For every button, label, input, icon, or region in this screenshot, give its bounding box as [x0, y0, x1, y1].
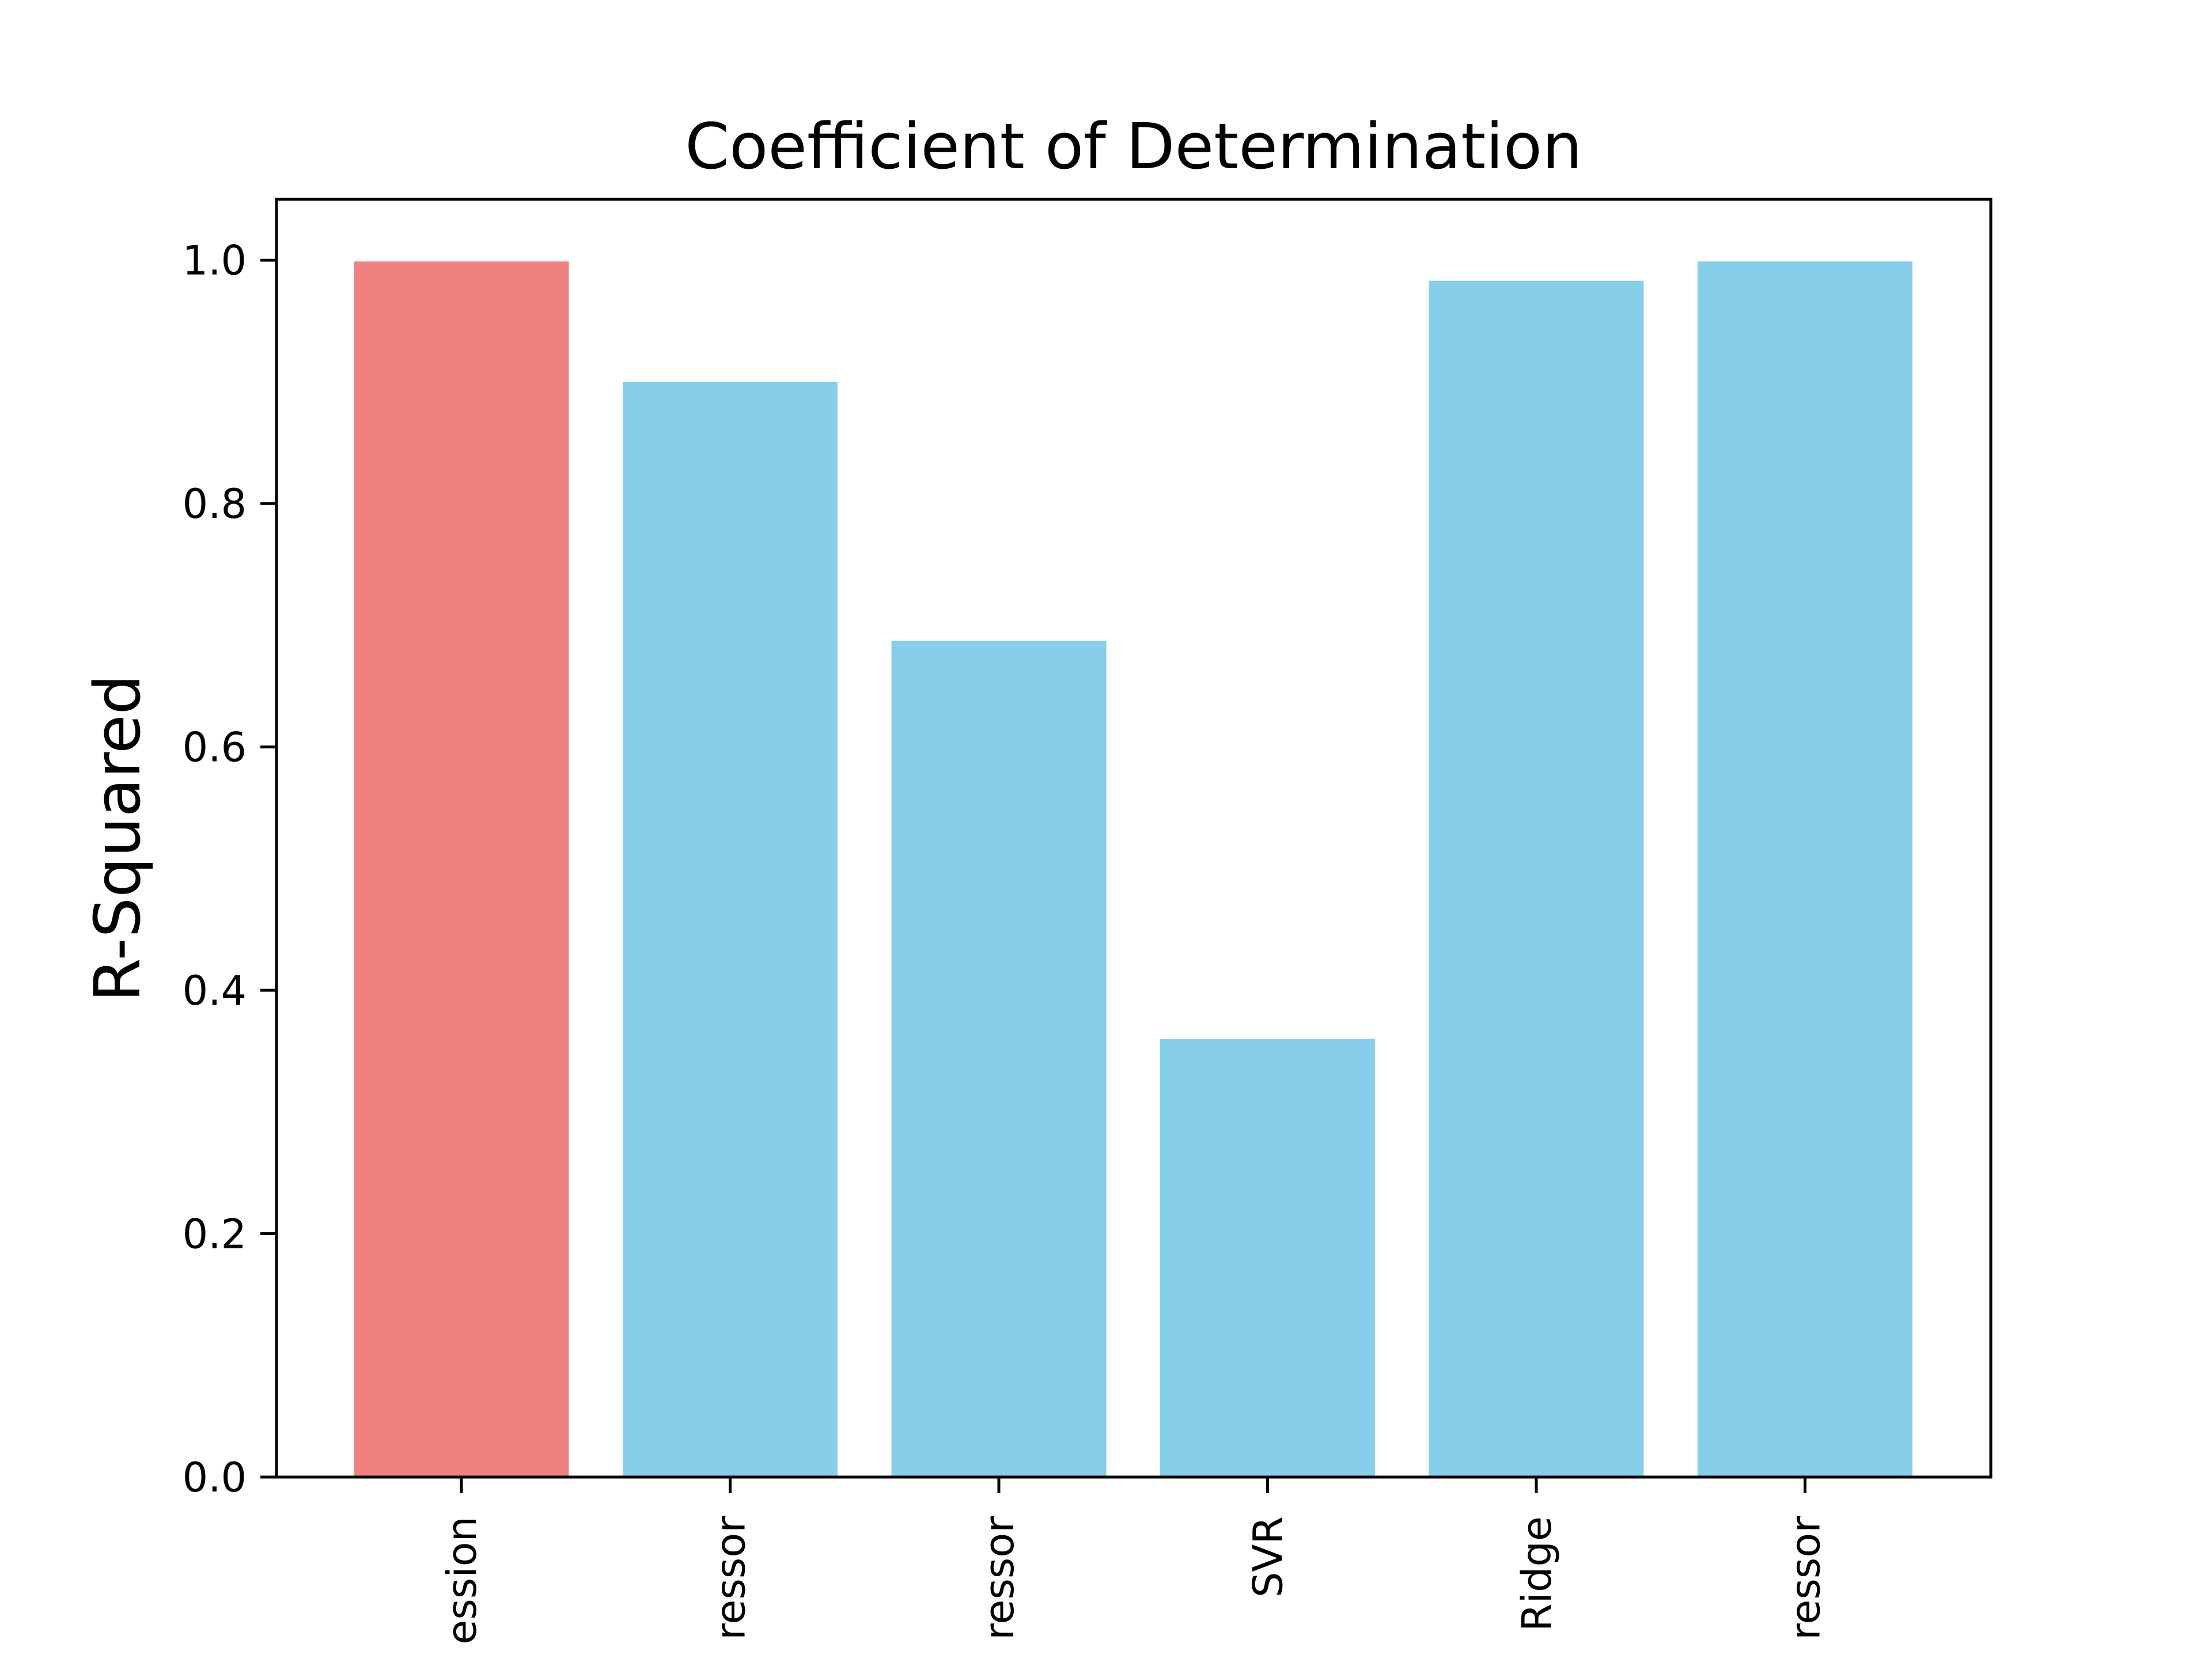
y-axis-label: R-Squared: [81, 675, 154, 1002]
y-tick-label-2: 0.2: [183, 1211, 247, 1258]
y-tick-label-4: 0.6: [183, 724, 247, 771]
bar-1: [354, 261, 569, 1477]
bars-layer: [354, 261, 1912, 1477]
x-tick-label-6: ressor: [1782, 1516, 1830, 1640]
ticks-layer: ession ressor ressor SVR Ridge ressor 0.0 0.2 0.…: [183, 237, 1830, 1645]
bar-5: [1429, 281, 1644, 1477]
y-tick-label-6: 1.0: [183, 237, 247, 285]
x-tick-label-2: ressor: [707, 1516, 755, 1640]
y-tick-label-3: 0.4: [183, 967, 247, 1014]
chart-title: Coefficient of Determination: [685, 109, 1582, 183]
x-tick-label-1: ession: [438, 1516, 486, 1645]
bar-3: [891, 641, 1107, 1477]
plot-frame: [275, 198, 1993, 1479]
x-tick-label-5: Ridge: [1513, 1516, 1560, 1631]
bar-2: [623, 381, 838, 1477]
x-tick-label-3: ressor: [976, 1516, 1023, 1640]
bar-4: [1160, 1039, 1375, 1477]
bar-6: [1698, 261, 1912, 1477]
y-tick-label-1: 0.0: [183, 1454, 247, 1501]
x-tick-label-4: SVR: [1245, 1516, 1292, 1597]
y-tick-label-5: 0.8: [183, 480, 247, 528]
